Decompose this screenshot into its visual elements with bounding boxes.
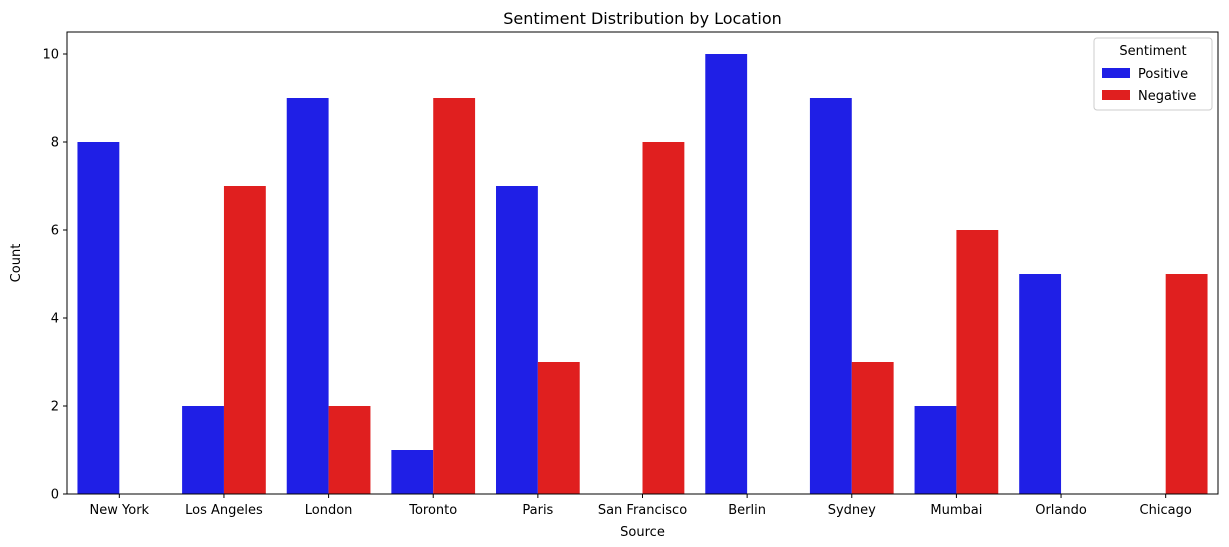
bar-positive-sydney — [809, 98, 852, 494]
bar-negative-sydney — [851, 362, 894, 494]
y-tick-label: 8 — [51, 136, 59, 151]
legend: Sentiment Positive Negative — [1093, 37, 1213, 111]
x-tick-label: San Francisco — [598, 503, 687, 518]
bar-positive-los-angeles — [182, 406, 224, 494]
bar-negative-mumbai — [956, 230, 999, 494]
legend-items: Positive Negative — [1102, 67, 1196, 104]
bar-negative-london — [328, 406, 371, 494]
bar-positive-toronto — [391, 450, 434, 494]
x-tick-label: London — [305, 503, 353, 518]
bar-negative-toronto — [433, 98, 476, 494]
x-tick-label: Berlin — [728, 503, 766, 518]
x-tick-label: New York — [90, 503, 150, 518]
bar-positive-london — [286, 98, 329, 494]
bar-negative-paris — [537, 362, 580, 494]
y-tick-label: 4 — [51, 312, 59, 327]
bars-layer — [77, 54, 1208, 494]
bar-positive-mumbai — [914, 406, 957, 494]
bar-positive-berlin — [705, 54, 748, 494]
legend-swatch-positive — [1102, 68, 1130, 78]
x-tick-label: Orlando — [1035, 503, 1087, 518]
x-tick-label: Chicago — [1140, 503, 1192, 518]
y-tick-label: 6 — [51, 224, 59, 239]
x-tick-label: Paris — [522, 503, 553, 518]
bar-positive-paris — [496, 186, 538, 494]
y-axis-title: Count — [9, 244, 24, 283]
legend-title: Sentiment — [1119, 44, 1186, 59]
y-tick-label: 10 — [42, 48, 59, 63]
bar-negative-san-francisco — [642, 142, 685, 494]
x-tick-label: Sydney — [828, 503, 876, 518]
x-tick-label: Toronto — [408, 503, 457, 518]
x-tick-label: Mumbai — [930, 503, 982, 518]
bar-negative-los-angeles — [223, 186, 266, 494]
bar-positive-orlando — [1019, 274, 1062, 494]
y-tick-label: 0 — [51, 488, 59, 503]
ticks-layer: 0 2 4 6 8 10 New York Los Angeles London Toro… — [42, 48, 1191, 519]
chart-title: Sentiment Distribution by Location — [503, 9, 782, 28]
bar-positive-new-york — [77, 142, 120, 494]
x-tick-label: Los Angeles — [185, 503, 263, 518]
x-axis-title: Source — [620, 525, 665, 540]
bar-negative-chicago — [1165, 274, 1208, 494]
y-tick-label: 2 — [51, 400, 59, 415]
legend-swatch-negative — [1102, 90, 1130, 100]
legend-label-negative: Negative — [1138, 89, 1196, 104]
legend-label-positive: Positive — [1138, 67, 1188, 82]
